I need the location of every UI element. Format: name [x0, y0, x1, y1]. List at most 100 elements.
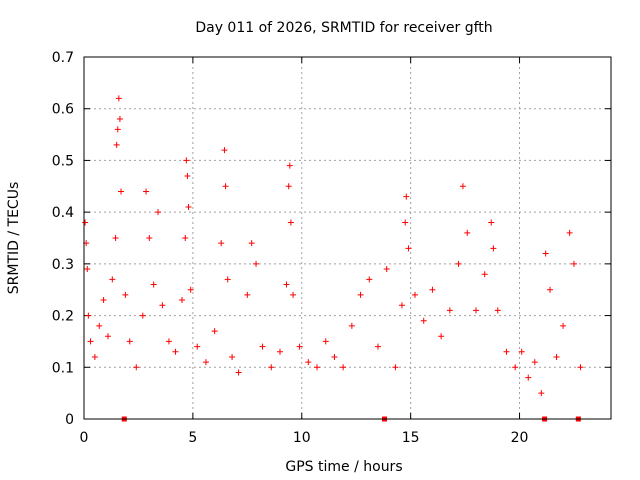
- data-point: [446, 307, 453, 314]
- data-point: [202, 359, 209, 366]
- axis-tick-labels: 0 0.1 0.2 0.3 0.4 0.5 0.6 0.7 0 5 10 15 20: [52, 50, 529, 446]
- y-tick-label: 0.6: [52, 102, 74, 118]
- data-point: [100, 297, 107, 304]
- x-tick-label: 15: [402, 430, 420, 446]
- data-point: [553, 353, 560, 360]
- data-point: [218, 240, 225, 247]
- data-point: [112, 235, 119, 241]
- data-point: [403, 193, 410, 200]
- data-point: [570, 260, 577, 267]
- data-point: [84, 266, 91, 273]
- data-point: [398, 302, 405, 309]
- data-point: [185, 203, 192, 210]
- data-point: [374, 343, 381, 350]
- y-tick-label: 0.1: [52, 360, 74, 376]
- data-point: [221, 147, 228, 154]
- data-point: [322, 338, 329, 345]
- data-point: [405, 245, 412, 252]
- x-tick-label: 5: [188, 430, 197, 446]
- data-point: [566, 229, 573, 236]
- data-point: [82, 219, 89, 226]
- data-point: [488, 219, 495, 226]
- data-point: [494, 307, 501, 314]
- data-point: [276, 348, 283, 355]
- x-tick-label: 20: [511, 430, 529, 446]
- data-point: [118, 188, 125, 195]
- plot-frame: [83, 56, 612, 420]
- data-point: [531, 359, 538, 366]
- data-point: [481, 271, 488, 278]
- data-point: [126, 338, 133, 345]
- y-tick-label: 0.2: [52, 309, 74, 325]
- y-tick-label: 0.3: [52, 257, 74, 273]
- data-point: [109, 276, 116, 283]
- data-point: [503, 348, 510, 355]
- data-point: [268, 364, 275, 371]
- data-point: [143, 188, 150, 195]
- data-point: [165, 338, 172, 345]
- data-point: [182, 235, 189, 241]
- data-point: [290, 291, 297, 298]
- data-point: [383, 266, 390, 273]
- x-tick-label: 0: [80, 430, 89, 446]
- data-point: [187, 286, 194, 293]
- data-point: [133, 364, 140, 371]
- data-point: [296, 343, 303, 350]
- data-point: [340, 364, 347, 371]
- data-point: [116, 116, 123, 123]
- data-point: [85, 312, 92, 319]
- data-point: [348, 322, 355, 329]
- data-point: [184, 172, 191, 179]
- data-point: [222, 183, 229, 190]
- data-point: [459, 183, 466, 190]
- data-point: [172, 348, 179, 355]
- data-point: [518, 348, 525, 355]
- data-point: [248, 240, 255, 247]
- data-point: [194, 343, 201, 350]
- y-tick-label: 0.5: [52, 153, 74, 169]
- data-point: [538, 390, 545, 397]
- data-point: [560, 322, 567, 329]
- data-point: [331, 353, 338, 360]
- data-point: [464, 229, 471, 236]
- data-point: [577, 364, 584, 371]
- data-point: [429, 286, 436, 293]
- data-point: [286, 162, 293, 169]
- grid: [84, 57, 611, 419]
- data-point: [438, 333, 445, 340]
- data-point: [287, 219, 294, 226]
- x-tick-label: 10: [293, 430, 311, 446]
- data-point: [224, 276, 231, 283]
- data-point: [542, 250, 549, 257]
- data-point: [357, 291, 364, 298]
- data-point: [229, 353, 236, 360]
- data-point: [115, 95, 122, 102]
- data-point: [259, 343, 266, 350]
- data-point: [122, 291, 129, 298]
- data-point: [159, 302, 166, 309]
- data-point: [285, 183, 292, 190]
- data-point: [490, 245, 497, 252]
- data-point: [146, 235, 153, 241]
- data-point: [525, 374, 532, 381]
- data-point: [512, 364, 519, 371]
- data-point: [420, 317, 427, 324]
- data-point: [114, 126, 121, 133]
- data-point: [253, 260, 260, 267]
- data-point: [366, 276, 373, 283]
- data-point: [183, 157, 190, 164]
- data-point: [211, 328, 218, 335]
- data-point: [314, 364, 321, 371]
- data-point: [472, 307, 479, 314]
- data-point: [402, 219, 409, 226]
- data-point: [412, 291, 419, 298]
- data-point: [392, 364, 399, 371]
- y-tick-label: 0.4: [52, 205, 74, 221]
- data-point: [235, 369, 242, 376]
- y-tick-label: 0.7: [52, 50, 74, 66]
- data-point: [155, 209, 162, 216]
- data-point: [283, 281, 290, 288]
- data-point: [91, 353, 98, 360]
- data-point: [104, 333, 111, 340]
